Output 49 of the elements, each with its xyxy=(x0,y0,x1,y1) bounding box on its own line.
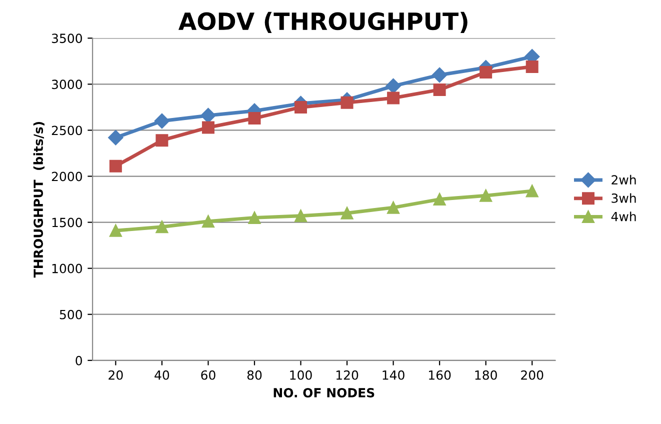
point xyxy=(340,206,354,220)
point xyxy=(526,60,538,73)
point xyxy=(294,210,308,222)
point xyxy=(294,100,308,114)
legend-label: 2wh xyxy=(612,174,636,184)
x-tick-label: 100 xyxy=(290,370,312,380)
x-tick-label: 180 xyxy=(475,370,497,380)
x-tick-label: 60 xyxy=(201,370,216,380)
chart-title: AODV (THROUGHPUT) xyxy=(178,12,468,33)
y-axis-title: THROUGHPUT (bits/s) xyxy=(33,122,44,278)
point xyxy=(340,96,354,109)
x-tick-label: 200 xyxy=(521,370,544,380)
y-tick-label: 2000 xyxy=(52,172,82,182)
point xyxy=(526,184,538,198)
legend-label: 3wh xyxy=(612,193,636,203)
y-tick-label: 1500 xyxy=(52,218,82,228)
x-tick-label: 120 xyxy=(336,370,358,380)
x-tick-label: 20 xyxy=(108,370,123,380)
y-tick-label: 1000 xyxy=(52,264,82,274)
x-tick-label: 80 xyxy=(247,370,262,380)
legend-label: 4wh xyxy=(611,212,636,222)
y-tick-label: 0 xyxy=(76,356,82,366)
point xyxy=(154,113,170,129)
x-axis-title: NO. OF NODES xyxy=(274,388,374,398)
y-tick-label: 500 xyxy=(60,310,82,320)
point xyxy=(433,83,446,96)
point xyxy=(156,134,168,147)
point xyxy=(480,189,492,202)
point xyxy=(156,220,168,234)
point xyxy=(109,224,122,237)
x-tick-label: 40 xyxy=(154,370,170,380)
point xyxy=(248,211,261,224)
y-tick-label: 3500 xyxy=(52,34,82,44)
y-tick-label: 2500 xyxy=(52,126,82,136)
y-tick-label: 3000 xyxy=(52,80,82,90)
point xyxy=(202,215,214,228)
point xyxy=(433,193,446,206)
point xyxy=(200,108,216,124)
point xyxy=(108,130,124,146)
point xyxy=(387,92,400,104)
point xyxy=(480,66,492,78)
point xyxy=(202,121,214,134)
x-tick-label: 140 xyxy=(382,370,404,380)
x-tick-label: 160 xyxy=(429,370,451,380)
point xyxy=(432,67,448,83)
point xyxy=(109,160,122,172)
point xyxy=(387,201,400,214)
point xyxy=(248,112,261,125)
point xyxy=(386,78,401,94)
